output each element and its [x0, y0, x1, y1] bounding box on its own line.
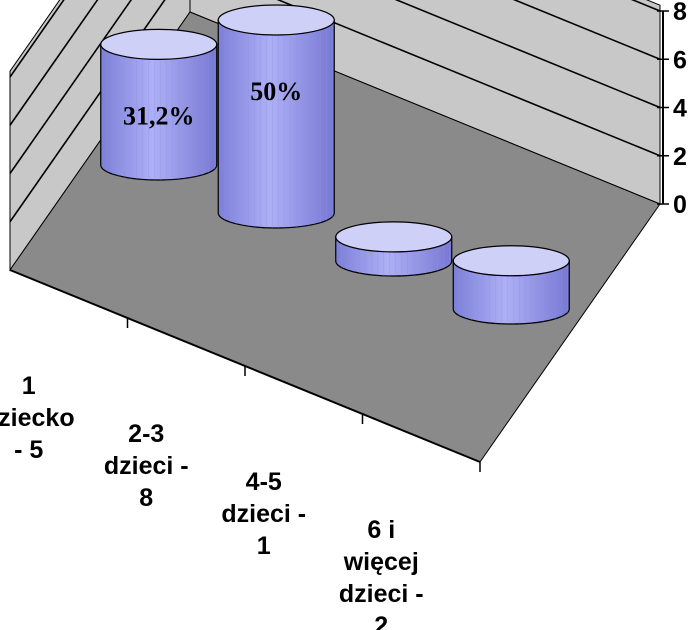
gridline — [9, 0, 661, 174]
category-label-line: 1 — [257, 532, 271, 560]
bar-1: 31,2% — [100, 28, 218, 181]
bar-2: 50% — [217, 4, 335, 229]
category-label: 1 dziecko - 5 — [0, 372, 75, 464]
category-label-line: dzieci - — [339, 580, 424, 608]
category-label-line: 6 i — [367, 516, 395, 544]
category-label: 4-5 dzieci - 1 — [221, 468, 306, 560]
gridline — [9, 0, 661, 223]
category-label-line: 2-3 — [128, 420, 164, 448]
category-label-line: - 5 — [14, 436, 43, 464]
bar-body — [100, 43, 218, 181]
category-label: 6 i więcej dzieci - 2 — [339, 516, 424, 630]
bar-body — [452, 260, 570, 325]
data-label: 50% — [250, 77, 302, 106]
data-label: 31,2% — [123, 101, 195, 130]
category-label-line: 1 — [22, 372, 36, 400]
y-tick-label: 8 — [673, 0, 687, 26]
y-tick-label: 2 — [673, 143, 687, 171]
gridlines — [9, 0, 661, 223]
bar-4 — [452, 245, 570, 325]
y-axis-tick-labels: 0 2 4 6 8 — [673, 0, 687, 219]
bar-top — [217, 4, 335, 36]
bars: 31,2% 50% — [100, 4, 570, 325]
y-tick-label: 0 — [673, 191, 687, 219]
gridline — [9, 0, 661, 126]
category-label-line: 8 — [139, 484, 153, 512]
bar-top — [100, 28, 218, 60]
category-label-line: 2 — [374, 612, 388, 630]
bar-top — [452, 245, 570, 277]
x-axis-category-labels: 1 dziecko - 5 2-3 dzieci - 8 4-5 dzieci - 1 6 i wi… — [0, 372, 424, 630]
category-label-line: dzieci - — [221, 500, 306, 528]
category-label: 2-3 dzieci - 8 — [104, 420, 189, 512]
bar-3 — [335, 221, 453, 277]
category-label-line: 4-5 — [246, 468, 282, 496]
y-tick-label: 6 — [673, 46, 687, 74]
axes — [9, 10, 669, 472]
category-label-line: dziecko — [0, 404, 75, 432]
category-label-line: dzieci - — [104, 452, 189, 480]
y-tick-label: 4 — [673, 95, 687, 123]
bar-top — [335, 221, 453, 253]
category-label-line: więcej — [343, 548, 419, 576]
bar-body — [217, 19, 335, 229]
